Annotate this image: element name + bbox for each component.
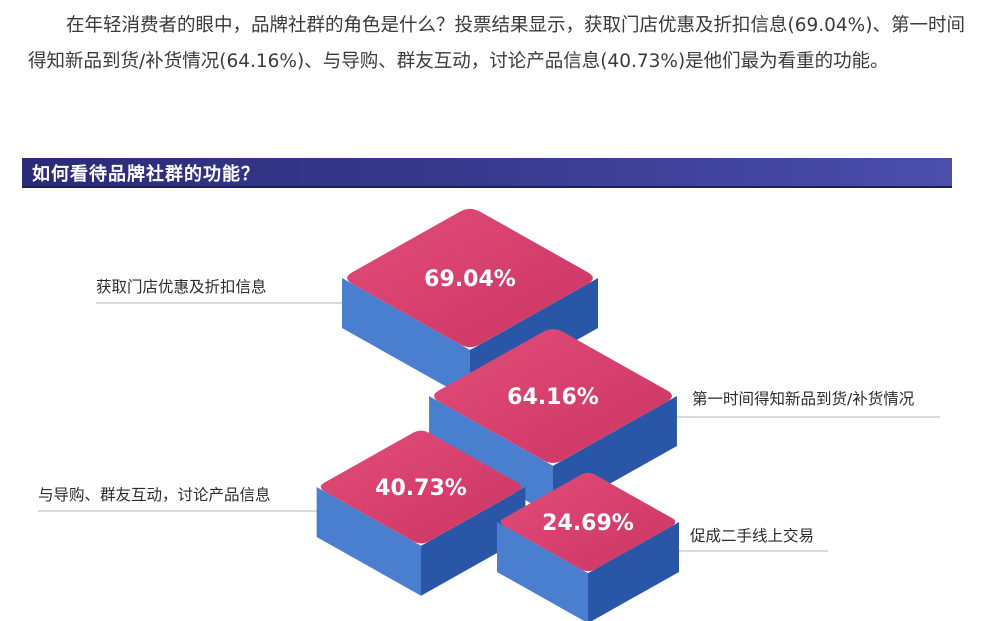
- category-label: 获取门店优惠及折扣信息: [96, 278, 267, 296]
- intro-paragraph: 在年轻消费者的眼中，品牌社群的角色是什么？投票结果显示，获取门店优惠及折扣信息(…: [28, 15, 965, 72]
- category-label: 第一时间得知新品到货/补货情况: [692, 390, 914, 408]
- bar-top: [500, 472, 676, 572]
- bar-block: 64.16%: [429, 329, 677, 516]
- bar-top: [434, 329, 672, 463]
- section-header: 如何看待品牌社群的功能？: [22, 158, 952, 188]
- bar-side-right: [421, 487, 526, 596]
- data-label: 64.16%: [507, 385, 599, 410]
- data-label: 69.04%: [424, 267, 516, 292]
- bar-block: 40.73%: [316, 430, 526, 596]
- bar-top: [347, 208, 593, 348]
- bar-side-right: [588, 522, 679, 621]
- bar-side-left: [342, 278, 470, 400]
- section-title: 如何看待品牌社群的功能？: [32, 164, 260, 185]
- data-label: 24.69%: [542, 511, 634, 536]
- data-label: 40.73%: [375, 476, 467, 501]
- category-label: 促成二手线上交易: [690, 527, 814, 545]
- bar-side-left: [497, 522, 588, 621]
- bar-side-left: [429, 396, 553, 516]
- category-label: 与导购、群友互动，讨论产品信息: [38, 486, 271, 504]
- bar-top: [320, 430, 522, 544]
- bar-block: 24.69%: [497, 472, 679, 621]
- bar-side-left: [316, 487, 421, 596]
